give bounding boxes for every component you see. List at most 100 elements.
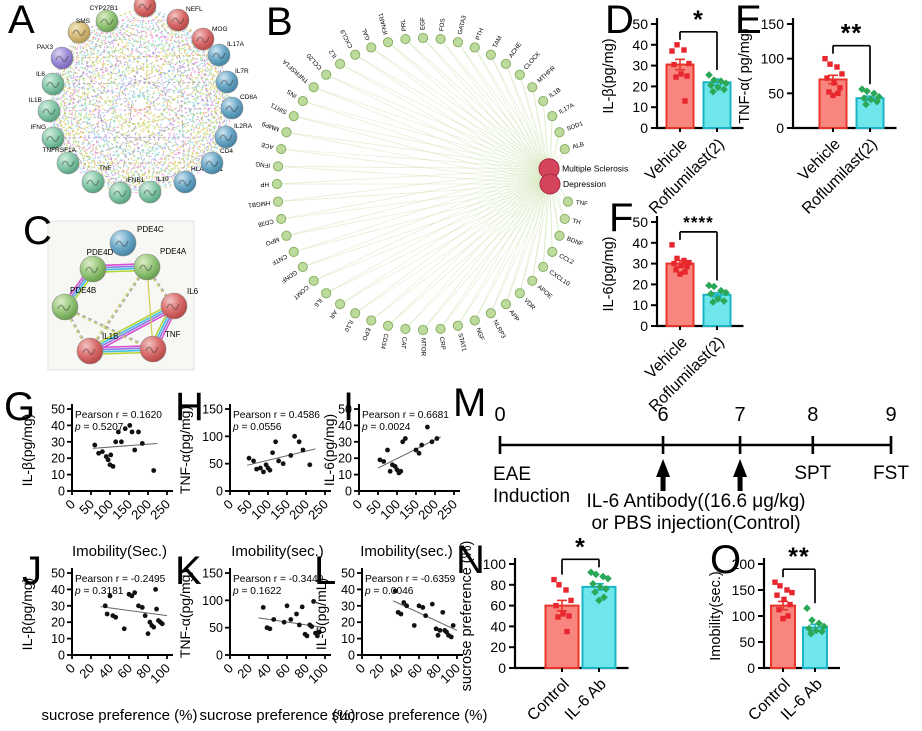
gene-node	[435, 323, 446, 335]
data-point	[276, 458, 282, 464]
svg-text:100: 100	[761, 51, 785, 67]
data-point	[674, 255, 680, 262]
gene-label: EGF	[420, 17, 427, 30]
tnf-alpha-vs-immobility-scatter: 050100150050100150200250TNF-α(pg/mg)Imob…	[177, 403, 331, 561]
x-axis-label: Imobility(Sec.)	[72, 543, 167, 560]
data-point	[681, 47, 687, 53]
gene-label: IFNG	[255, 160, 271, 169]
timeline-day: 6	[657, 404, 668, 426]
gene-label: PRL	[400, 18, 408, 31]
data-point	[132, 447, 138, 453]
gene-label: IFNB1	[126, 177, 145, 184]
gene-label: NLRP3	[491, 319, 507, 340]
data-point	[826, 89, 832, 95]
data-point	[722, 79, 730, 88]
y-axis-label: sucrose preference (%)	[459, 541, 475, 692]
gene-node	[272, 196, 284, 207]
svg-text:200: 200	[732, 556, 756, 572]
y-axis-label: TNF-α(pg/mg)	[177, 406, 193, 494]
injection-note: or PBS injection(Control)	[591, 513, 800, 534]
significance-stars: *	[693, 6, 704, 34]
gene-label: IL10	[156, 176, 169, 183]
gene-label: CCL20	[305, 51, 323, 70]
panel-label-c: C	[23, 209, 52, 253]
svg-text:60: 60	[490, 598, 506, 614]
protein-node	[41, 126, 65, 150]
gene-label: IL2RA	[234, 123, 253, 130]
gene-node	[400, 323, 411, 335]
gene-label: TNF	[575, 199, 588, 207]
svg-text:50: 50	[739, 634, 755, 650]
data-point	[401, 600, 407, 605]
data-point	[292, 433, 297, 439]
data-point	[831, 80, 837, 86]
svg-text:20: 20	[632, 276, 648, 292]
data-point	[139, 441, 145, 446]
data-point	[267, 467, 273, 473]
gene-label: IL6	[312, 297, 323, 308]
gene-label: ACHE	[508, 41, 524, 59]
gene-node	[469, 42, 480, 53]
gene-label: IL1B	[548, 87, 562, 100]
ppi-network-graphic: CYP27B1 NEFL MOG SMS PAX3 IL6 IL1B IFNG TNFRSF1A…	[29, 0, 258, 205]
data-point	[127, 423, 133, 428]
svg-text:30: 30	[632, 256, 648, 272]
data-point	[589, 579, 597, 588]
data-point	[440, 609, 446, 615]
gene-label: IL2	[328, 48, 339, 60]
y-axis-label: IL-β(pg/mg)	[19, 414, 35, 487]
data-point	[722, 288, 730, 297]
svg-text:30: 30	[632, 58, 648, 74]
protein-node	[133, 253, 161, 281]
panel-label-l: L	[314, 549, 337, 593]
data-point	[385, 447, 390, 453]
data-point	[566, 613, 572, 619]
data-point	[568, 597, 574, 604]
gene-node	[500, 58, 512, 69]
y-axis-label: Imobility(sec.)	[708, 571, 724, 660]
data-point	[863, 87, 871, 96]
pearson-r-value: Pearson r = 0.4586	[233, 410, 320, 421]
data-point	[433, 626, 439, 632]
gene-label: VDR	[522, 297, 536, 312]
panel-label-d: D	[605, 0, 634, 42]
category-label: IL-6 Ab	[562, 676, 610, 724]
data-point	[398, 611, 404, 617]
svg-text:150: 150	[202, 403, 223, 417]
data-point	[714, 295, 722, 303]
data-point	[774, 592, 780, 598]
svg-text:0: 0	[220, 661, 236, 677]
gene-node	[547, 246, 558, 257]
gene-node	[538, 95, 549, 107]
svg-text:150: 150	[732, 582, 756, 598]
gene-node	[562, 196, 574, 207]
data-point	[398, 468, 404, 474]
gene-label: IL6	[187, 287, 199, 296]
data-point	[669, 242, 675, 248]
p-value: p = 0.5207	[74, 422, 124, 433]
y-axis-label: IL-β(pg/mg)	[19, 578, 35, 651]
svg-text:30: 30	[338, 435, 352, 449]
gene-node	[417, 324, 429, 336]
data-point	[402, 436, 408, 441]
svg-text:20: 20	[51, 616, 65, 630]
gene-label: PDE4C	[137, 225, 164, 234]
data-point	[296, 622, 302, 628]
data-point	[113, 439, 119, 445]
gene-node	[366, 315, 377, 326]
gene-node	[308, 275, 319, 286]
p-value: p = 0.3181	[74, 586, 124, 597]
timeline-start-label: EAE	[493, 464, 531, 485]
data-point	[151, 468, 157, 473]
gene-label: CD38	[257, 217, 275, 228]
panel-c-pde4-network: C PDE4C PDE4D PDE4A PDE4B IL6 IL1B TNF	[10, 205, 250, 380]
gene-node	[547, 111, 558, 122]
data-point	[154, 606, 159, 612]
data-point	[420, 605, 426, 610]
data-point	[835, 90, 841, 97]
protein-node	[79, 255, 107, 283]
protein-node	[76, 337, 104, 365]
svg-text:100: 100	[202, 594, 223, 608]
gene-label: TNFRSF1A	[281, 57, 310, 84]
